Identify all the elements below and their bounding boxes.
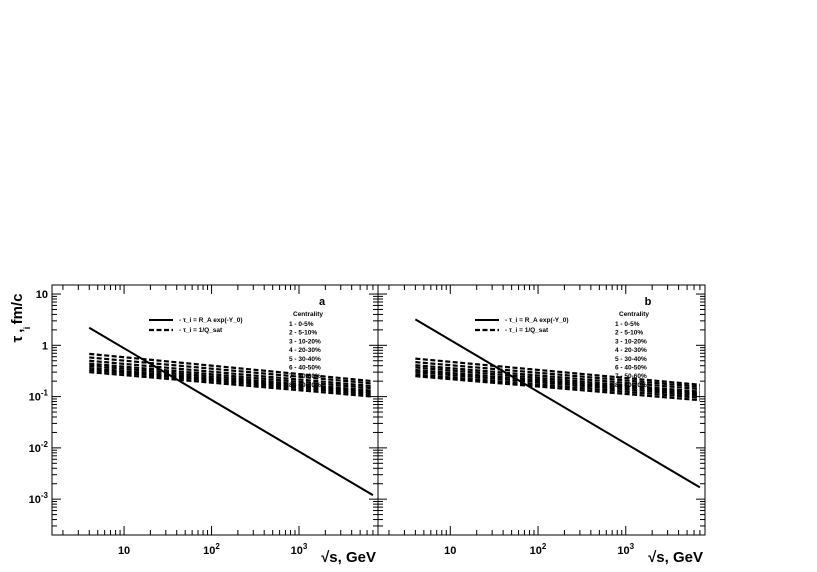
dashed-series-8: [89, 371, 374, 398]
x-axis-label: √s, GeV: [321, 549, 376, 566]
solid-series: [414, 318, 701, 489]
dashed-series-3: [89, 359, 374, 388]
centrality-title: Centrality: [619, 311, 649, 318]
panel-label: b: [645, 296, 652, 308]
dashed-series-3: [415, 364, 701, 391]
dashed-series-4: [89, 362, 374, 390]
centrality-title: Centrality: [293, 311, 323, 318]
centrality-item: 6 - 40-50%: [289, 365, 321, 372]
dashed-series-1: [89, 352, 374, 383]
plot-frames: [51, 284, 706, 536]
panel-label: a: [319, 296, 326, 308]
y-tick-label: 1: [42, 340, 48, 352]
centrality-item: 1 - 0-5%: [615, 321, 640, 328]
centrality-item: 2 - 5-10%: [615, 330, 643, 337]
y-tick-label: 10-3: [29, 491, 49, 506]
centrality-item: 6 - 40-50%: [615, 365, 647, 372]
x-tick-label: 102: [530, 542, 547, 557]
centrality-item: 3 - 10-20%: [289, 338, 321, 345]
x-tick-label: 10: [118, 545, 130, 557]
dashed-series-6: [89, 366, 374, 394]
dashed-series-2: [89, 356, 374, 385]
centrality-item: 7 - 50-60%: [615, 373, 647, 380]
centrality-item: 8 - 60-70%: [289, 382, 321, 389]
plot-text: 10 102 103 10-3 10-2 10-1 1 10 a - τ_i = R_A exp(…: [9, 289, 703, 566]
dashed-series-2: [415, 361, 701, 388]
x-tick-label: 103: [291, 542, 308, 557]
centrality-item: 4 - 20-30%: [289, 347, 321, 354]
centrality-item: 3 - 10-20%: [615, 338, 647, 345]
y-tick-label: 10-2: [29, 440, 49, 455]
y-axis-label: τ , fm/c: [9, 294, 26, 343]
dashed-series-6: [415, 371, 701, 397]
dashed-series-1: [415, 357, 701, 386]
dashed-series-8: [415, 375, 701, 402]
x-axis-label: √s, GeV: [648, 549, 703, 566]
x-tick-label: 102: [203, 542, 220, 557]
legend-solid-label: - τ_i = R_A exp(-Y_0): [179, 317, 243, 324]
y-tick-label: 10-1: [29, 389, 49, 404]
x-tick-label: 10: [444, 545, 456, 557]
centrality-item: 7 - 50-60%: [289, 373, 321, 380]
y-axis-label-subscript: i: [22, 327, 32, 330]
dashed-series-5: [415, 368, 701, 395]
legend-dashed-label: - τ_i = 1/Q_sat: [505, 327, 549, 334]
centrality-item: 2 - 5-10%: [289, 330, 317, 337]
centrality-item: 1 - 0-5%: [289, 321, 314, 328]
centrality-item: 5 - 30-40%: [289, 356, 321, 363]
dashed-series-5: [89, 364, 374, 392]
centrality-item: 4 - 20-30%: [615, 347, 647, 354]
centrality-item: 5 - 30-40%: [615, 356, 647, 363]
legend-solid-label: - τ_i = R_A exp(-Y_0): [505, 317, 569, 324]
y-tick-label: 10: [36, 289, 48, 301]
solid-series: [88, 326, 374, 496]
dashed-series-7: [89, 368, 374, 396]
dashed-series-4: [415, 366, 701, 393]
plot-frame-2: [377, 284, 706, 536]
plot-marks: [88, 318, 701, 496]
legend-dashed-label: - τ_i = 1/Q_sat: [179, 327, 223, 334]
dashed-series-7: [415, 373, 701, 399]
centrality-item: 8 - 60-70%: [615, 382, 647, 389]
x-tick-label: 103: [617, 542, 634, 557]
